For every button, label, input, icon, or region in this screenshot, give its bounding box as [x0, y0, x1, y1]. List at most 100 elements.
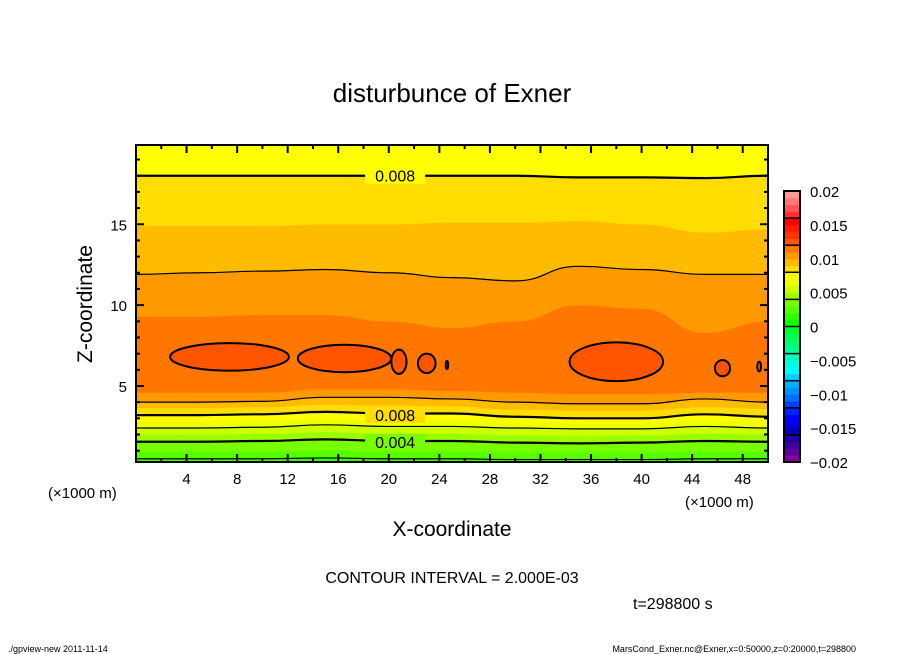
time-note: t=298800 s: [633, 596, 713, 613]
y-tick-label: 5: [119, 379, 127, 396]
x-tick-label: 32: [532, 471, 549, 488]
contour-label-bg: [365, 433, 426, 450]
x-tick-label: 16: [330, 471, 347, 488]
max-cell-contour: [296, 343, 393, 374]
colorbar-swatch: [784, 251, 800, 260]
colorbar-swatch: [784, 326, 800, 334]
x-unit-right: (×1000 m): [685, 494, 754, 511]
colorbar-swatch: [784, 346, 800, 355]
colorbar-swatch: [784, 394, 800, 402]
contour-line: [136, 438, 768, 445]
max-cell-contour: [568, 341, 665, 383]
max-cell-contour: [756, 360, 763, 373]
contour-label-bg: [365, 407, 426, 424]
contour-line: [136, 265, 768, 282]
colorbar-swatch: [784, 360, 800, 368]
x-tick-label: 12: [279, 471, 296, 488]
x-tick-label: 44: [684, 471, 701, 488]
colorbar-swatch: [784, 224, 800, 233]
x-tick-label: 28: [482, 471, 499, 488]
colorbar-swatch: [784, 292, 800, 300]
contour-labels: 0.008 0.008 0.004: [365, 167, 426, 452]
contour-lines: [136, 174, 768, 461]
x-tick-label: 36: [583, 471, 600, 488]
chart-title: disturbunce of Exner: [333, 78, 572, 108]
colorbar-swatch: [784, 258, 800, 267]
contour-line: [136, 396, 768, 405]
colorbar-swatch: [784, 231, 800, 239]
colorbar-swatch: [784, 204, 800, 212]
x-tick-label: 20: [380, 471, 397, 488]
colorbar-swatch: [784, 407, 800, 416]
max-cell-contour: [416, 352, 437, 375]
contour-interval-note: CONTOUR INTERVAL = 2.000E-03: [325, 570, 578, 587]
x-unit-left: (×1000 m): [48, 485, 117, 502]
x-tick-label: 40: [633, 471, 650, 488]
colorbar-tick-label: −0.02: [810, 455, 848, 472]
plot-frame: [135, 144, 769, 463]
contour-label: 0.004: [375, 435, 415, 452]
contour-label: 0.008: [375, 408, 415, 425]
y-axis-label: Z-coordinate: [74, 245, 97, 363]
footer-right: MarsCond_Exner.nc@Exner,x=0:50000,z=0:20…: [612, 644, 856, 654]
colorbar-swatch: [784, 340, 800, 348]
colorbar-tick-label: −0.01: [810, 387, 848, 404]
contour-line: [136, 410, 768, 420]
colorbar-swatch: [784, 197, 800, 206]
colorbar-tick-label: −0.015: [810, 421, 856, 438]
contour-line: [136, 424, 768, 430]
colorbar-swatch: [784, 312, 800, 321]
contour-line: [136, 457, 768, 461]
x-axis-label: X-coordinate: [392, 518, 511, 541]
colorbar-swatch: [784, 306, 800, 314]
colorbar-swatch: [784, 401, 800, 409]
contour-band: [136, 457, 768, 462]
colorbar-swatch: [784, 285, 800, 294]
max-cell-contour: [444, 359, 450, 371]
y-tick-label: 10: [110, 298, 127, 315]
colorbar-tick-label: 0: [810, 320, 818, 337]
contour-band: [136, 145, 768, 179]
filled-bands: [136, 145, 768, 462]
colorbar-swatch: [784, 211, 800, 219]
colorbar-swatch: [784, 421, 800, 429]
contour-line: [136, 174, 768, 180]
colorbar-swatch: [784, 299, 800, 307]
colorbar-swatch: [784, 333, 800, 341]
colorbar: 0.02 0.015 0.01 0.005 0 −0.005 −0.01 −0.015 −0.0…: [783, 184, 856, 472]
contour-label-bg: [365, 167, 426, 184]
colorbar-swatch: [784, 373, 800, 382]
colorbar-swatch: [784, 279, 800, 287]
colorbar-tick-label: −0.005: [810, 353, 856, 370]
colorbar-tick-label: 0.005: [810, 286, 848, 303]
colorbar-frame: [783, 190, 801, 463]
colorbar-swatch: [784, 428, 800, 436]
colorbar-tick-label: 0.01: [810, 252, 839, 269]
max-cell-contour: [713, 359, 732, 378]
max-cell-contour: [169, 342, 290, 372]
colorbar-swatch: [784, 265, 800, 273]
colorbar-swatch: [784, 414, 800, 422]
colorbar-swatch: [784, 448, 800, 456]
colorbar-swatch: [784, 191, 800, 199]
colorbar-swatch: [784, 434, 800, 443]
colorbar-swatch: [784, 272, 800, 280]
colorbar-swatch: [784, 353, 800, 361]
max-cells: [169, 341, 763, 383]
footer-left: ./gpview-new 2011-11-14: [8, 644, 108, 654]
colorbar-tick-label: 0.02: [810, 184, 839, 201]
colorbar-swatch: [784, 245, 800, 253]
colorbar-swatch: [784, 441, 800, 449]
y-tick-label: 15: [110, 217, 127, 234]
colorbar-swatch: [784, 367, 800, 375]
x-tick-label: 24: [431, 471, 448, 488]
colorbar-swatch: [784, 455, 800, 463]
x-tick-label: 8: [233, 471, 241, 488]
colorbar-swatch: [784, 238, 800, 246]
colorbar-swatch: [784, 387, 800, 395]
colorbar-swatch: [784, 319, 800, 327]
max-cell-contour: [390, 348, 408, 375]
x-tick-label: 4: [182, 471, 190, 488]
colorbar-tick-label: 0.015: [810, 218, 848, 235]
